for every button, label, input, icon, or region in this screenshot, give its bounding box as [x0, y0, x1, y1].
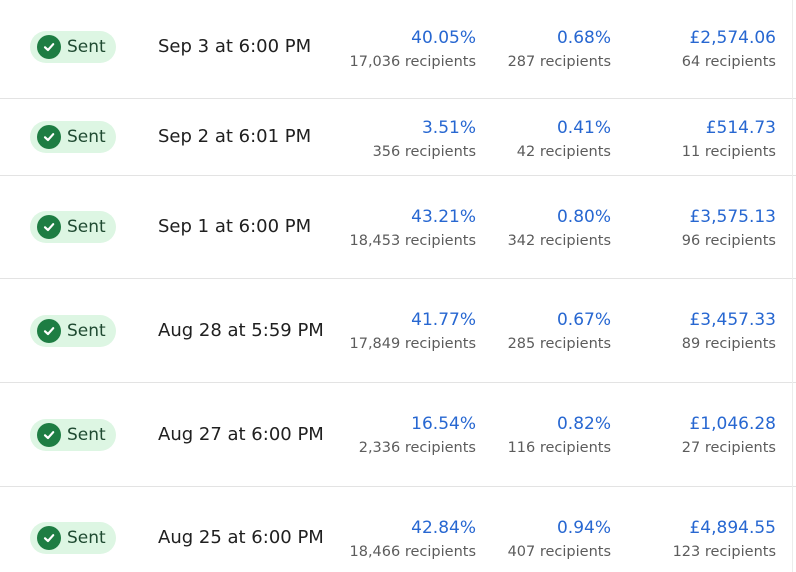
- scrollbar-track[interactable]: [792, 0, 796, 572]
- open-rate-value[interactable]: 16.54%: [411, 414, 476, 434]
- click-recipients: 407 recipients: [507, 544, 611, 560]
- click-rate-cell: 0.41% 42 recipients: [517, 116, 611, 164]
- open-recipients: 356 recipients: [372, 144, 476, 160]
- revenue-recipients: 11 recipients: [681, 144, 776, 160]
- click-rate-value[interactable]: 0.68%: [556, 28, 611, 48]
- status-badge: Sent: [30, 522, 116, 554]
- click-rate-value[interactable]: 0.82%: [556, 414, 611, 434]
- open-recipients: 17,849 recipients: [349, 336, 477, 352]
- status-label: Sent: [67, 321, 106, 341]
- click-recipients: 342 recipients: [507, 233, 611, 249]
- revenue-cell: £514.73 11 recipients: [682, 116, 776, 164]
- revenue-recipients: 123 recipients: [672, 544, 776, 560]
- click-rate-cell: 0.94% 407 recipients: [508, 516, 611, 564]
- click-recipients: 285 recipients: [507, 336, 611, 352]
- revenue-cell: £3,575.13 96 recipients: [682, 205, 776, 253]
- open-recipients: 17,036 recipients: [349, 54, 477, 70]
- open-rate-cell: 43.21% 18,453 recipients: [350, 205, 477, 253]
- open-rate-value[interactable]: 3.51%: [421, 118, 476, 138]
- check-circle-icon: [37, 423, 61, 447]
- status-badge: Sent: [30, 315, 116, 347]
- revenue-recipients: 89 recipients: [681, 336, 776, 352]
- send-date: Sep 2 at 6:01 PM: [158, 126, 312, 147]
- click-rate-value[interactable]: 0.41%: [556, 118, 611, 138]
- open-recipients: 18,453 recipients: [349, 233, 477, 249]
- revenue-value[interactable]: £1,046.28: [689, 414, 776, 434]
- click-rate-value[interactable]: 0.94%: [556, 518, 611, 538]
- click-rate-value[interactable]: 0.80%: [556, 207, 611, 227]
- revenue-value[interactable]: £2,574.06: [689, 28, 776, 48]
- send-date: Aug 27 at 6:00 PM: [158, 424, 324, 445]
- open-rate-value[interactable]: 43.21%: [411, 207, 476, 227]
- click-rate-cell: 0.82% 116 recipients: [508, 412, 611, 460]
- check-circle-icon: [37, 215, 61, 239]
- status-label: Sent: [67, 425, 106, 445]
- open-rate-value[interactable]: 41.77%: [411, 310, 476, 330]
- open-recipients: 18,466 recipients: [349, 544, 477, 560]
- open-rate-cell: 40.05% 17,036 recipients: [350, 26, 477, 74]
- click-rate-cell: 0.67% 285 recipients: [508, 308, 611, 356]
- status-badge: Sent: [30, 211, 116, 243]
- check-circle-icon: [37, 125, 61, 149]
- status-label: Sent: [67, 528, 106, 548]
- table-row[interactable]: Sent Aug 28 at 5:59 PM 41.77% 17,849 rec…: [0, 279, 796, 383]
- revenue-cell: £1,046.28 27 recipients: [682, 412, 776, 460]
- table-row[interactable]: Sent Sep 1 at 6:00 PM 43.21% 18,453 reci…: [0, 176, 796, 279]
- check-circle-icon: [37, 35, 61, 59]
- send-date: Sep 3 at 6:00 PM: [158, 36, 312, 57]
- open-rate-cell: 3.51% 356 recipients: [373, 116, 476, 164]
- revenue-value[interactable]: £3,457.33: [689, 310, 776, 330]
- status-label: Sent: [67, 217, 106, 237]
- send-date: Aug 25 at 6:00 PM: [158, 527, 324, 548]
- open-rate-cell: 42.84% 18,466 recipients: [350, 516, 477, 564]
- revenue-value[interactable]: £4,894.55: [689, 518, 776, 538]
- table-row[interactable]: Sent Sep 3 at 6:00 PM 40.05% 17,036 reci…: [0, 0, 796, 99]
- click-rate-cell: 0.80% 342 recipients: [508, 205, 611, 253]
- click-recipients: 116 recipients: [507, 440, 611, 456]
- open-recipients: 2,336 recipients: [358, 440, 476, 456]
- check-circle-icon: [37, 526, 61, 550]
- send-date: Sep 1 at 6:00 PM: [158, 216, 312, 237]
- table-row[interactable]: Sent Aug 27 at 6:00 PM 16.54% 2,336 reci…: [0, 383, 796, 487]
- revenue-recipients: 64 recipients: [681, 54, 776, 70]
- open-rate-cell: 41.77% 17,849 recipients: [350, 308, 477, 356]
- open-rate-value[interactable]: 40.05%: [411, 28, 476, 48]
- send-date: Aug 28 at 5:59 PM: [158, 320, 324, 341]
- click-recipients: 42 recipients: [516, 144, 611, 160]
- open-rate-cell: 16.54% 2,336 recipients: [359, 412, 476, 460]
- revenue-recipients: 96 recipients: [681, 233, 776, 249]
- revenue-cell: £4,894.55 123 recipients: [673, 516, 776, 564]
- click-rate-value[interactable]: 0.67%: [556, 310, 611, 330]
- open-rate-value[interactable]: 42.84%: [411, 518, 476, 538]
- check-circle-icon: [37, 319, 61, 343]
- revenue-cell: £2,574.06 64 recipients: [682, 26, 776, 74]
- status-badge: Sent: [30, 121, 116, 153]
- status-badge: Sent: [30, 31, 116, 63]
- revenue-cell: £3,457.33 89 recipients: [682, 308, 776, 356]
- revenue-recipients: 27 recipients: [681, 440, 776, 456]
- status-badge: Sent: [30, 419, 116, 451]
- status-label: Sent: [67, 127, 106, 147]
- table-row[interactable]: Sent Sep 2 at 6:01 PM 3.51% 356 recipien…: [0, 99, 796, 176]
- revenue-value[interactable]: £3,575.13: [689, 207, 776, 227]
- click-rate-cell: 0.68% 287 recipients: [508, 26, 611, 74]
- table-row[interactable]: Sent Aug 25 at 6:00 PM 42.84% 18,466 rec…: [0, 487, 796, 572]
- click-recipients: 287 recipients: [507, 54, 611, 70]
- revenue-value[interactable]: £514.73: [705, 118, 776, 138]
- status-label: Sent: [67, 37, 106, 57]
